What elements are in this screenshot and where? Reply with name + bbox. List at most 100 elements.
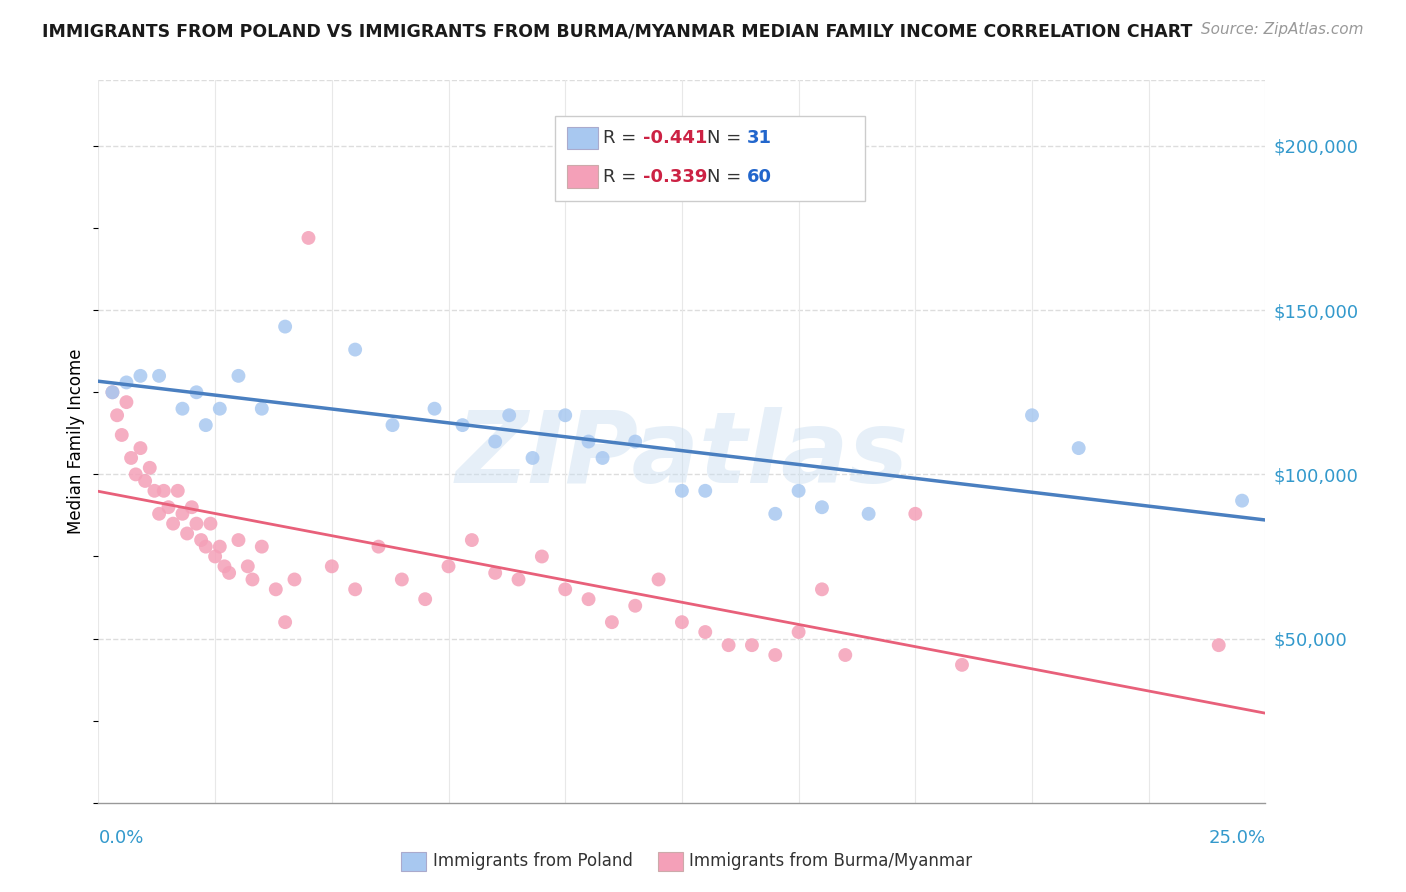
Point [228,533,250,547]
Point [214,559,236,574]
Point [125,467,148,482]
Point [228,368,250,383]
Text: N =: N = [707,129,747,147]
Point [423,401,446,416]
Point [858,507,880,521]
Text: Immigrants from Burma/Myanmar: Immigrants from Burma/Myanmar [689,852,972,870]
Point [904,507,927,521]
Point [451,418,474,433]
Point [647,573,669,587]
Point [190,533,212,547]
Point [152,483,174,498]
Point [624,434,647,449]
Point [148,368,170,383]
Point [101,385,124,400]
Text: IMMIGRANTS FROM POLAND VS IMMIGRANTS FROM BURMA/MYANMAR MEDIAN FAMILY INCOME COR: IMMIGRANTS FROM POLAND VS IMMIGRANTS FRO… [42,22,1192,40]
Point [157,500,180,515]
Text: N =: N = [707,168,747,186]
Point [695,483,717,498]
Point [111,428,134,442]
Point [264,582,287,597]
Point [218,566,240,580]
Point [671,483,693,498]
Text: 25.0%: 25.0% [1208,829,1265,847]
Point [274,615,297,630]
Point [180,500,202,515]
Text: -0.441: -0.441 [643,129,707,147]
Text: R =: R = [603,168,643,186]
Point [172,401,194,416]
Point [437,559,460,574]
Point [236,559,259,574]
Point [554,409,576,423]
Point [186,385,208,400]
Point [787,625,810,640]
Point [950,657,973,672]
Y-axis label: Median Family Income: Median Family Income [67,349,86,534]
Point [148,507,170,521]
Point [508,573,530,587]
Point [381,418,404,433]
Point [166,483,188,498]
Point [391,573,413,587]
Point [811,582,834,597]
Point [129,368,152,383]
Point [344,343,367,357]
Point [600,615,623,630]
Point [578,434,600,449]
Point [250,401,273,416]
Point [763,648,786,662]
Point [484,434,506,449]
Point [522,450,544,465]
Point [208,401,231,416]
Point [530,549,553,564]
Text: 31: 31 [747,129,772,147]
Point [283,573,305,587]
Text: R =: R = [603,129,643,147]
Point [717,638,740,652]
Point [274,319,297,334]
Text: Immigrants from Poland: Immigrants from Poland [433,852,633,870]
Point [242,573,264,587]
Point [592,450,614,465]
Point [554,582,576,597]
Point [624,599,647,613]
Point [297,231,319,245]
Point [172,507,194,521]
Point [1230,493,1253,508]
Point [741,638,763,652]
Point [208,540,231,554]
Point [162,516,184,531]
Point [194,540,217,554]
Text: ZIPatlas: ZIPatlas [456,408,908,505]
Point [671,615,693,630]
Point [143,483,166,498]
Point [787,483,810,498]
Point [139,460,162,475]
Point [367,540,389,554]
Point [194,418,217,433]
Text: -0.339: -0.339 [643,168,707,186]
Point [115,395,138,409]
Point [134,474,156,488]
Point [1067,441,1090,455]
Text: 0.0%: 0.0% [98,829,143,847]
Point [321,559,343,574]
Point [200,516,222,531]
Point [204,549,226,564]
Point [1021,409,1043,423]
Point [763,507,786,521]
Point [413,592,436,607]
Point [129,441,152,455]
Point [1208,638,1230,652]
Text: Source: ZipAtlas.com: Source: ZipAtlas.com [1201,22,1364,37]
Point [484,566,506,580]
Point [344,582,367,597]
Point [834,648,856,662]
Point [811,500,834,515]
Point [461,533,484,547]
Point [578,592,600,607]
Point [101,385,124,400]
Point [176,526,198,541]
Point [115,376,138,390]
